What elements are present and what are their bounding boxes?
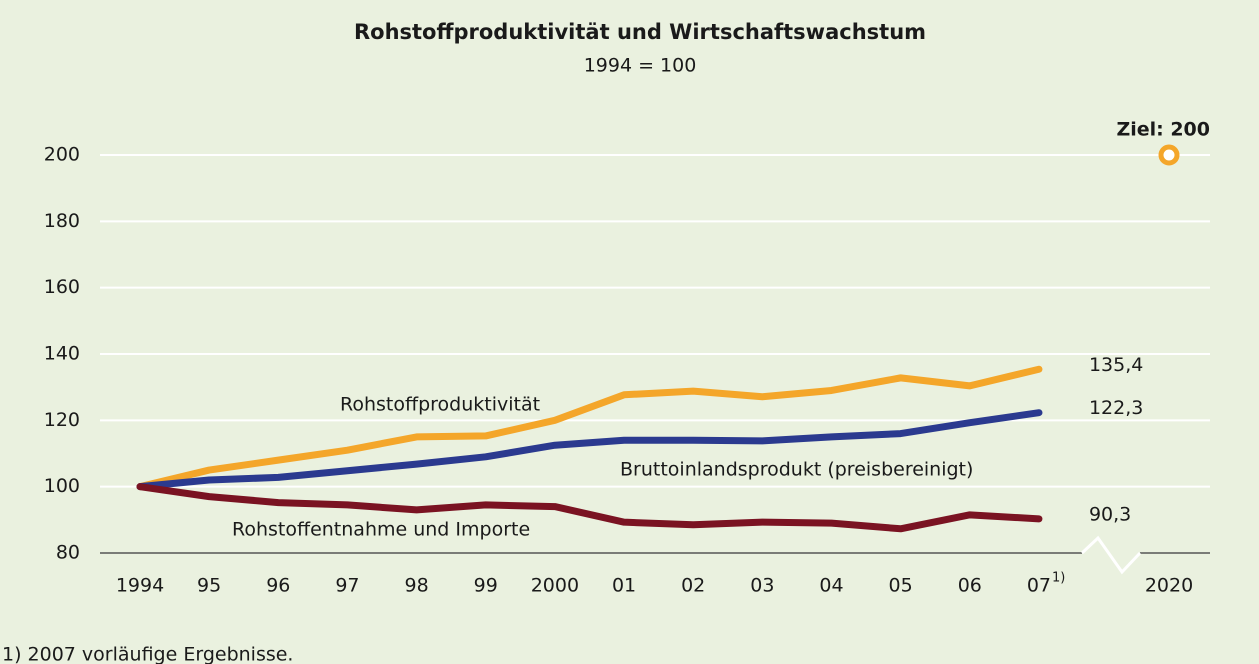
series-line [136,365,1043,491]
series-line [136,483,1043,533]
y-tick-label: 180 [44,210,80,232]
series-label: Rohstoffproduktivität [340,394,540,416]
x-tick-label: 2000 [531,575,579,597]
target-point [1158,144,1180,166]
series-label: Bruttoinlandsprodukt (preisbereinigt) [620,459,973,481]
value-label: 135,4 [1089,354,1143,376]
x-tick-label: 05 [889,575,913,597]
series-line [136,409,1043,491]
x-tick-label: 96 [266,575,290,597]
x-tick-label: 02 [681,575,705,597]
value-label: 122,3 [1089,397,1143,419]
series-label: Rohstoffentnahme und Importe [232,519,530,541]
chart-title: Rohstoffproduktivität und Wirtschaftswac… [354,20,926,44]
x-tick-label: 2020 [1145,575,1193,597]
x-tick-label: 03 [750,575,774,597]
y-tick-label: 100 [44,475,80,497]
y-tick-label: 80 [56,542,80,564]
y-tick-label: 200 [44,144,80,166]
value-label: 90,3 [1089,503,1131,525]
x-tick-label: 04 [819,575,843,597]
x-tick-label: 07 [1027,575,1051,597]
x-tick-label: 97 [335,575,359,597]
x-tick-label: 98 [405,575,429,597]
chart-subtitle: 1994 = 100 [584,55,697,77]
x-tick-label: 01 [612,575,636,597]
x-tick-label: 06 [958,575,982,597]
axis-break [1080,535,1142,575]
y-tick-label: 120 [44,409,80,431]
x-tick-label: 99 [474,575,498,597]
x-tick-label: 1994 [116,575,164,597]
target-label: Ziel: 200 [1116,119,1210,141]
x-tick-note: 1) [1052,571,1065,586]
footnote: 1) 2007 vorläufige Ergebnisse. [2,644,293,664]
y-tick-label: 160 [44,276,80,298]
y-tick-label: 140 [44,343,80,365]
x-tick-label: 95 [197,575,221,597]
